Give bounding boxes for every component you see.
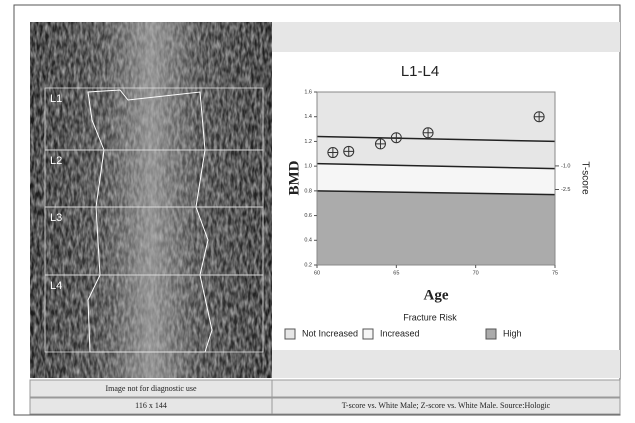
- x-tick-label: 70: [473, 270, 479, 276]
- data-point: [375, 139, 385, 149]
- y-tick-label: 1.4: [304, 114, 312, 120]
- legend-swatch: [486, 329, 496, 339]
- legend-label: High: [503, 328, 522, 338]
- panel-header: [272, 22, 620, 52]
- data-point: [344, 146, 354, 156]
- legend-swatch: [363, 329, 373, 339]
- legend-label: Not Increased: [302, 328, 358, 338]
- footer-note: T-score vs. White Male; Z-score vs. Whit…: [342, 401, 551, 410]
- data-point: [423, 128, 433, 138]
- y-axis-label: BMD: [286, 160, 302, 195]
- x-axis-label: Age: [424, 287, 449, 303]
- y-tick-label: 1.2: [304, 139, 312, 145]
- data-point: [534, 112, 544, 122]
- panel-footer: [272, 350, 620, 378]
- x-tick-label: 60: [314, 270, 320, 276]
- y-tick-label: 1.0: [304, 164, 312, 170]
- vertebra-label: L4: [50, 280, 62, 292]
- x-tick-label: 75: [552, 270, 558, 276]
- footer-cell: [272, 380, 620, 397]
- data-point: [328, 148, 338, 158]
- y-tick-label: 1.6: [304, 89, 312, 95]
- data-point: [391, 133, 401, 143]
- vertebra-label: L2: [50, 155, 62, 167]
- y-tick-label: 0.4: [304, 238, 312, 244]
- legend-label: Increased: [380, 328, 420, 338]
- image-size: 116 x 144: [135, 401, 167, 410]
- legend-title: Fracture Risk: [403, 312, 457, 322]
- y-tick-label: 0.2: [304, 262, 312, 268]
- y2-axis-label: T-score: [579, 161, 590, 195]
- y2-tick-label: -1.0: [561, 163, 570, 169]
- vertebra-label: L1: [50, 93, 62, 105]
- scan-noise: [30, 22, 272, 378]
- chart-title: L1-L4: [401, 63, 439, 80]
- report: Image not for diagnostic use 116 x 144 T…: [0, 0, 635, 423]
- x-tick-label: 65: [393, 270, 399, 276]
- legend-swatch: [285, 329, 295, 339]
- y-tick-label: 0.8: [304, 188, 312, 194]
- band-not-increased: [317, 92, 555, 169]
- image-note: Image not for diagnostic use: [105, 384, 197, 393]
- y2-tick-label: -2.5: [561, 187, 570, 193]
- vertebra-label: L3: [50, 212, 62, 224]
- y-tick-label: 0.6: [304, 213, 312, 219]
- page: {"chart_data": {"type": "scatter", "titl…: [0, 0, 635, 423]
- band-high: [317, 191, 555, 265]
